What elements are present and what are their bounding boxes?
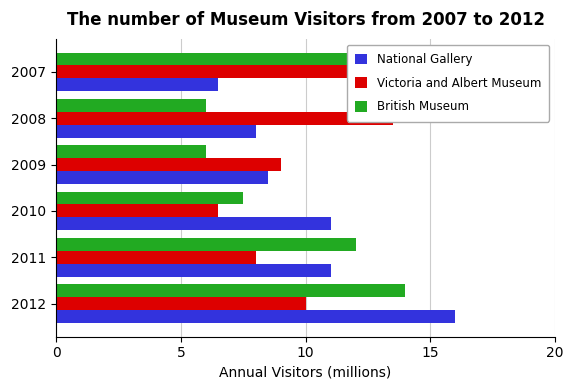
Bar — [56, 145, 206, 158]
Bar — [56, 66, 393, 79]
Bar — [56, 284, 405, 297]
Title: The number of Museum Visitors from 2007 to 2012: The number of Museum Visitors from 2007 … — [67, 11, 545, 29]
Bar — [56, 192, 243, 204]
Bar — [56, 158, 281, 171]
Bar — [56, 112, 393, 125]
Bar — [56, 251, 256, 264]
Bar — [56, 310, 455, 323]
Bar — [56, 171, 268, 184]
Bar — [56, 204, 218, 217]
Legend: National Gallery, Victoria and Albert Museum, British Museum: National Gallery, Victoria and Albert Mu… — [347, 45, 549, 122]
Bar — [56, 264, 331, 277]
Bar — [56, 125, 256, 138]
Bar — [56, 79, 218, 91]
Bar — [56, 52, 355, 66]
Bar — [56, 297, 305, 310]
Bar — [56, 238, 355, 251]
Bar — [56, 217, 331, 230]
Bar — [56, 99, 206, 112]
X-axis label: Annual Visitors (millions): Annual Visitors (millions) — [220, 366, 392, 380]
